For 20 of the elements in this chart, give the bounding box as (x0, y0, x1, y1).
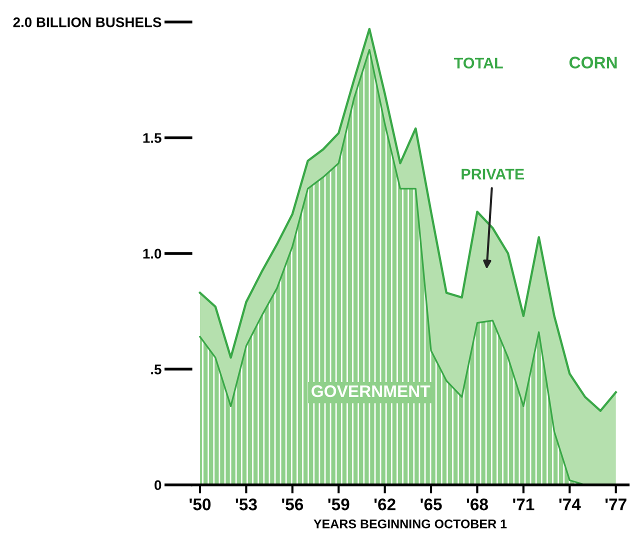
x-tick-label: '65 (420, 498, 442, 510)
x-tick-label: '71 (513, 498, 534, 510)
y-tick-label: 2.0 BILLION BUSHELS (13, 17, 162, 28)
x-tick-label: '50 (190, 498, 211, 510)
text: PRIVATE (462, 168, 524, 180)
y-tick-label: 1.0 (143, 248, 162, 259)
annotation: TOTAL (454, 58, 503, 68)
x-tick-label: '62 (374, 498, 396, 510)
x-tick-label: '68 (466, 498, 488, 510)
x-tick-label: '74 (559, 498, 581, 510)
y-tick-label: 0 (154, 480, 162, 490)
x-axis-title: YEARS BEGINNING OCTOBER 1 (314, 519, 507, 528)
y-tick-label: .5 (151, 364, 162, 374)
x-tick-label: '77 (605, 498, 626, 510)
text: CORN (569, 56, 617, 68)
x-tick-label: '59 (328, 498, 350, 510)
x-tick-label: '53 (236, 498, 257, 510)
y-tick-label: 1.5 (143, 133, 162, 143)
x-tick-label: '56 (282, 498, 304, 510)
series-label: GOVERNMENT (312, 385, 430, 398)
